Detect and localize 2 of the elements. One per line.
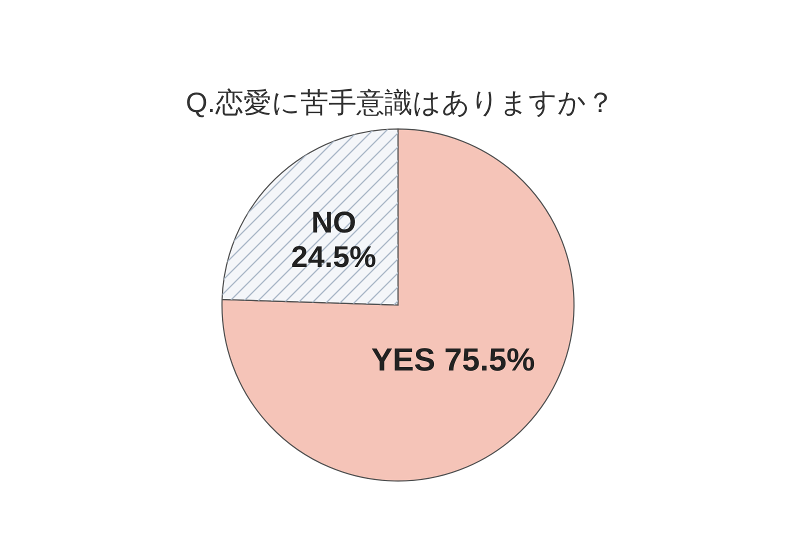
slice-label: YES 75.5%: [371, 341, 535, 378]
chart-title: Q.恋愛に苦手意識はありますか？: [186, 87, 614, 118]
